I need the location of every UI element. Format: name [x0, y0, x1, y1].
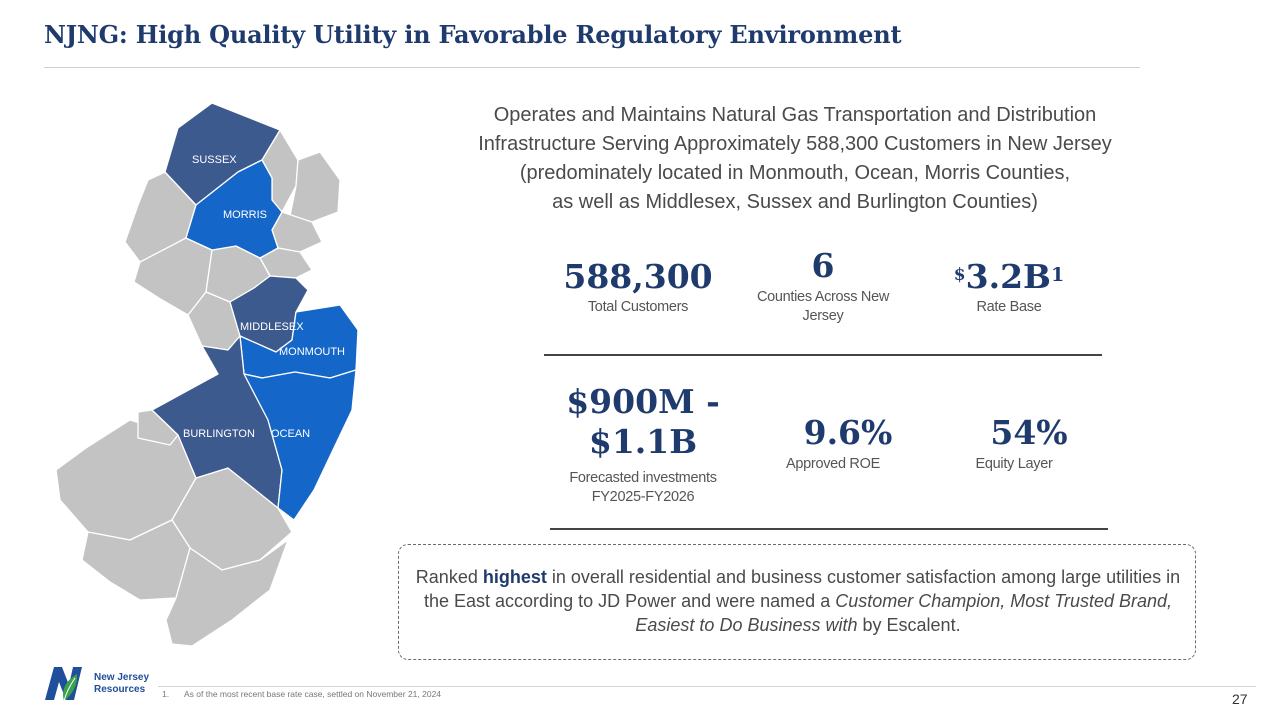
stat-investments: $900M - $1.1B Forecasted investments FY2…	[543, 382, 743, 507]
stat-value-line: $900M -	[566, 382, 720, 421]
intro-line: as well as Middlesex, Sussex and Burling…	[552, 191, 1038, 213]
county-label-ocean: OCEAN	[271, 428, 310, 440]
stat-label: Total Customers	[587, 299, 689, 315]
stat-label-line: Counties Across New	[756, 289, 890, 305]
stat-counties: 6 Counties Across New Jersey	[742, 246, 904, 326]
company-logo: New Jersey Resources	[45, 667, 149, 702]
title-divider	[44, 67, 1140, 68]
footnote-marker: 1	[1050, 264, 1065, 286]
callout-italic: Customer Champion, Most Trusted Brand, E…	[635, 591, 1173, 635]
new-jersey-county-map: SUSSEX MORRIS MIDDLESEX MONMOUTH BURLING…	[55, 102, 359, 647]
stat-label: Rate Base	[976, 299, 1042, 315]
stats-divider-top	[544, 354, 1102, 356]
callout-text-segment: in overall residential and business cust…	[423, 567, 1181, 611]
callout-text-segment: by Escalent.	[857, 615, 961, 635]
stat-value: 54%	[990, 413, 1068, 452]
county-label-monmouth: MONMOUTH	[279, 346, 345, 358]
intro-line: (predominately located in Monmouth, Ocea…	[519, 162, 1071, 184]
intro-line: Operates and Maintains Natural Gas Trans…	[493, 104, 1097, 126]
stat-label: Counties Across New Jersey	[742, 288, 904, 326]
footnote-text: As of the most recent base rate case, se…	[184, 689, 442, 699]
county-cape-may	[165, 539, 289, 647]
footer-divider	[158, 686, 1256, 687]
callout-highlight: highest	[482, 567, 547, 587]
county-label-sussex: SUSSEX	[192, 154, 237, 166]
stat-total-customers: 588,300 Total Customers	[548, 257, 728, 317]
county-ocean	[243, 369, 357, 521]
callout-text: Ranked highest in overall residential an…	[410, 565, 1186, 637]
stat-label: Forecasted investments FY2025-FY2026	[543, 469, 743, 507]
county-label-middlesex: MIDDLESEX	[240, 321, 304, 333]
county-label-burlington: BURLINGTON	[183, 428, 255, 440]
callout-text-segment: Ranked	[415, 567, 483, 587]
page-title: NJNG: High Quality Utility in Favorable …	[44, 20, 902, 49]
county-morris	[185, 159, 283, 259]
stats-divider-bottom	[550, 528, 1108, 530]
logo-text-line: New Jersey	[94, 672, 149, 683]
logo-leaf-vein	[63, 677, 76, 702]
currency-prefix: $	[953, 265, 966, 285]
intro-line: Infrastructure Serving Approximately 588…	[478, 133, 1112, 155]
stat-label: Approved ROE	[786, 456, 880, 472]
stat-value: 9.6%	[803, 413, 893, 452]
stat-label-line: Forecasted investments	[569, 470, 717, 486]
intro-text: Operates and Maintains Natural Gas Trans…	[405, 101, 1185, 217]
stat-label-line: Jersey	[802, 308, 844, 324]
stat-rate-base: $3.2B1 Rate Base	[930, 257, 1088, 317]
logo-text-line: Resources	[94, 684, 146, 695]
county-camden	[137, 409, 179, 446]
footnote: 1. As of the most recent base rate case, …	[162, 689, 441, 699]
stat-value-line: $1.1B	[588, 422, 698, 461]
stat-value: 6	[811, 246, 835, 285]
county-label-morris: MORRIS	[223, 209, 267, 221]
stat-equity-layer: 54% Equity Layer	[946, 413, 1082, 474]
rate-base-amount: 3.2B	[965, 257, 1051, 296]
callout-box	[398, 544, 1196, 660]
county-bergen	[289, 151, 341, 223]
stat-value: $3.2B1	[930, 257, 1088, 297]
logo-mark	[45, 667, 82, 700]
stat-roe: 9.6% Approved ROE	[758, 413, 908, 474]
stat-label: Equity Layer	[975, 456, 1053, 472]
stat-value: 588,300	[563, 257, 713, 296]
page-number: 27	[1232, 691, 1248, 707]
stat-label-line: FY2025-FY2026	[591, 489, 695, 505]
footnote-number: 1.	[162, 689, 170, 699]
